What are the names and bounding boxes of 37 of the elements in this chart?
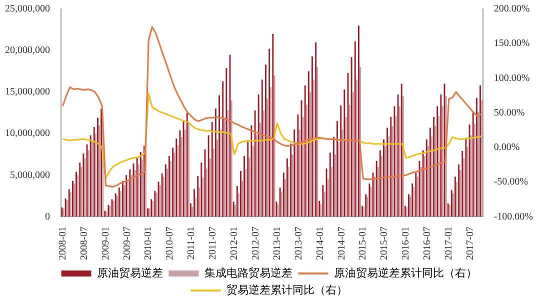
y-tick-label: 0 bbox=[45, 211, 50, 222]
y2-tick-label: -50.00% bbox=[494, 176, 528, 188]
x-tick-label: 2010-01 bbox=[143, 226, 154, 260]
x-tick-label: 2013-01 bbox=[272, 226, 283, 260]
y2-tick-label: 0.00% bbox=[494, 142, 520, 154]
x-tick-label: 2008-01 bbox=[57, 226, 68, 260]
x-tick-label: 2017-07 bbox=[464, 226, 476, 260]
x-tick-label: 2012-07 bbox=[250, 226, 262, 260]
x-tick-label: 2013-07 bbox=[293, 226, 304, 260]
legend-label: 贸易逆差累计同比（右） bbox=[226, 283, 348, 296]
y2-tick-label: -100.00% bbox=[494, 211, 534, 222]
y2-tick-label: 50.00% bbox=[494, 107, 525, 118]
y-tick-label: 10,000,000 bbox=[5, 128, 50, 140]
y-tick-label: 15,000,000 bbox=[5, 86, 50, 98]
x-tick-label: 2014-01 bbox=[314, 226, 326, 260]
y-tick-label: 25,000,000 bbox=[5, 4, 50, 15]
x-tick-label: 2016-01 bbox=[400, 226, 412, 260]
x-tick-label: 2015-07 bbox=[379, 226, 390, 260]
y-tick-label: 20,000,000 bbox=[5, 45, 50, 56]
x-tick-label: 2015-01 bbox=[358, 226, 369, 260]
x-tick-label: 2009-01 bbox=[100, 226, 112, 260]
x-tick-label: 2014-07 bbox=[336, 226, 348, 260]
legend-label: 集成电路贸易逆差 bbox=[204, 266, 292, 280]
x-tick-label: 2011-07 bbox=[208, 226, 219, 260]
y2-tick-label: 150.00% bbox=[494, 38, 530, 50]
x-tick-label: 2008-07 bbox=[78, 226, 90, 260]
x-tick-label: 2016-07 bbox=[422, 226, 434, 260]
y-tick-label: 5,000,000 bbox=[10, 170, 50, 181]
x-tick-label: 2009-07 bbox=[122, 226, 133, 260]
legend-label: 原油贸易逆差累计同比（右） bbox=[334, 266, 477, 280]
legend-label: 原油贸易逆差 bbox=[96, 266, 163, 280]
x-tick-label: 2010-07 bbox=[164, 226, 176, 260]
y2-tick-label: 100.00% bbox=[494, 72, 530, 84]
x-tick-label: 2017-01 bbox=[444, 226, 455, 260]
y2-tick-label: 200.00% bbox=[494, 4, 530, 15]
x-tick-label: 2011-01 bbox=[186, 226, 198, 260]
x-tick-label: 2012-01 bbox=[229, 226, 240, 260]
